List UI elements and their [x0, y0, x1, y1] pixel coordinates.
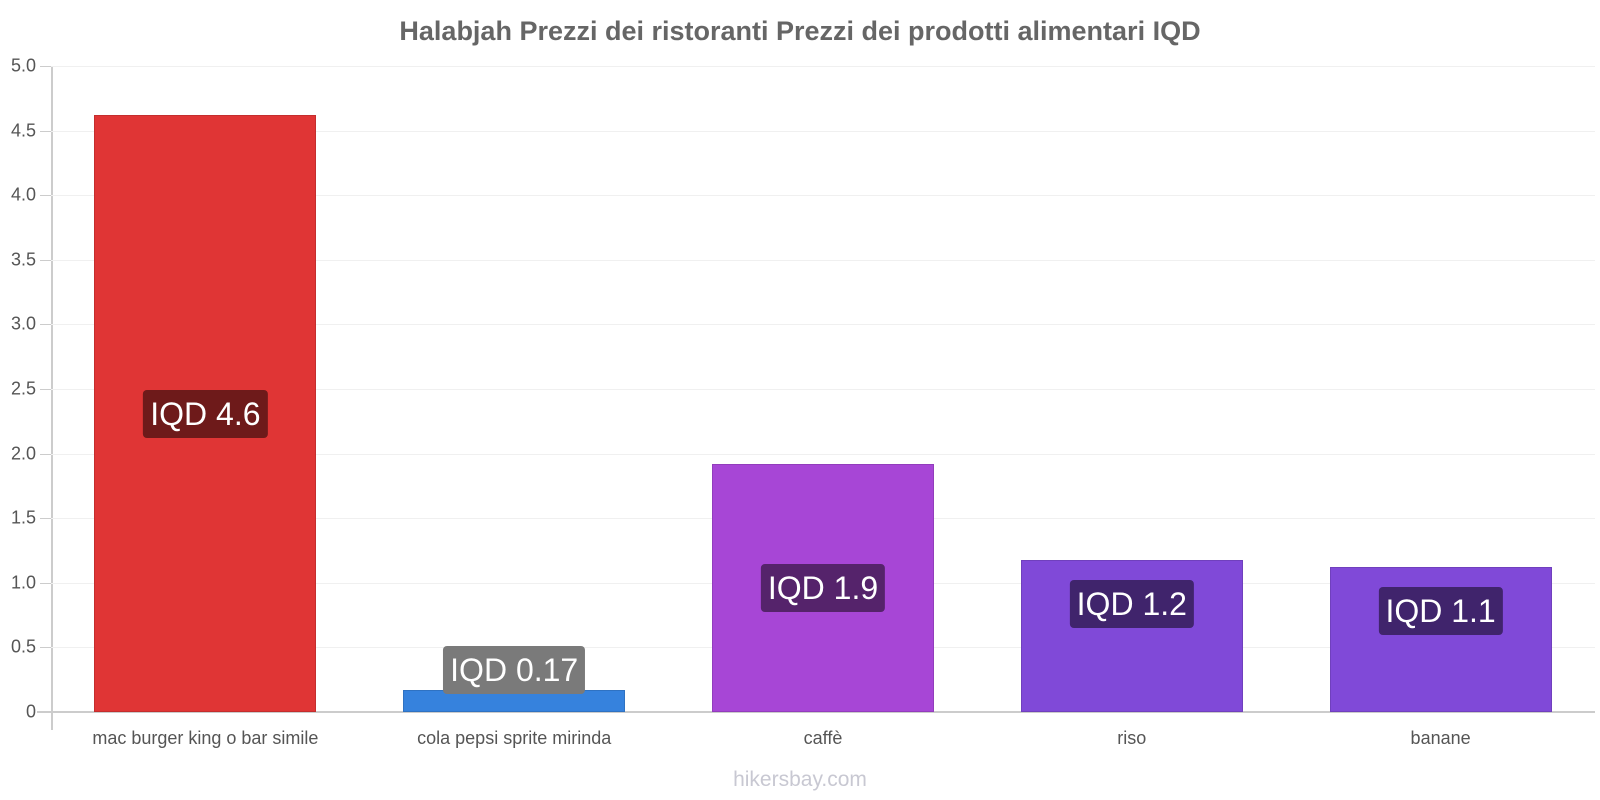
gridline — [51, 260, 1595, 261]
x-tick-label: mac burger king o bar simile — [92, 728, 319, 748]
y-tick-label: 5.0 — [10, 55, 36, 76]
y-tick-label: 2.0 — [10, 443, 36, 464]
x-axis-line — [37, 711, 1595, 713]
y-tick-label: 1.5 — [10, 507, 36, 528]
y-tick-mark — [40, 647, 51, 648]
data-label: IQD 1.2 — [1069, 579, 1194, 628]
data-label: IQD 0.17 — [443, 646, 586, 695]
gridline — [51, 389, 1595, 390]
y-tick-label: 2.5 — [10, 378, 36, 399]
gridline — [51, 131, 1595, 132]
data-label: IQD 1.9 — [760, 563, 886, 612]
y-tick-mark — [40, 454, 51, 455]
y-tick-mark — [40, 583, 51, 584]
y-tick-label: 3.5 — [10, 249, 36, 270]
x-tick-label: banane — [1410, 728, 1471, 748]
y-tick-mark — [40, 324, 51, 325]
x-tick-label: riso — [1117, 728, 1147, 748]
gridline — [51, 195, 1595, 196]
gridline — [51, 454, 1595, 455]
y-tick-mark — [40, 712, 51, 713]
data-label: IQD 4.6 — [143, 389, 268, 438]
y-tick-mark — [40, 518, 51, 519]
y-tick-label: 4.5 — [10, 120, 36, 141]
chart-title: Halabjah Prezzi dei ristoranti Prezzi de… — [399, 16, 1201, 46]
x-tick-label: caffè — [803, 728, 843, 748]
y-tick-mark — [40, 389, 51, 390]
y-tick-mark — [40, 260, 51, 261]
y-tick-label: 0.5 — [10, 636, 36, 657]
gridline — [51, 324, 1595, 325]
y-tick-label: 1.0 — [10, 572, 36, 593]
y-tick-mark — [40, 66, 51, 67]
y-axis-line — [51, 66, 53, 730]
x-tick-label: cola pepsi sprite mirinda — [417, 728, 612, 748]
y-tick-mark — [40, 195, 51, 196]
watermark: hikersbay.com — [733, 768, 867, 791]
y-tick-mark — [40, 131, 51, 132]
y-tick-label: 3.0 — [10, 313, 36, 334]
y-tick-label: 4.0 — [10, 184, 36, 205]
y-tick-label: 0 — [25, 701, 36, 722]
gridline — [51, 66, 1595, 67]
data-label: IQD 1.1 — [1378, 587, 1503, 636]
